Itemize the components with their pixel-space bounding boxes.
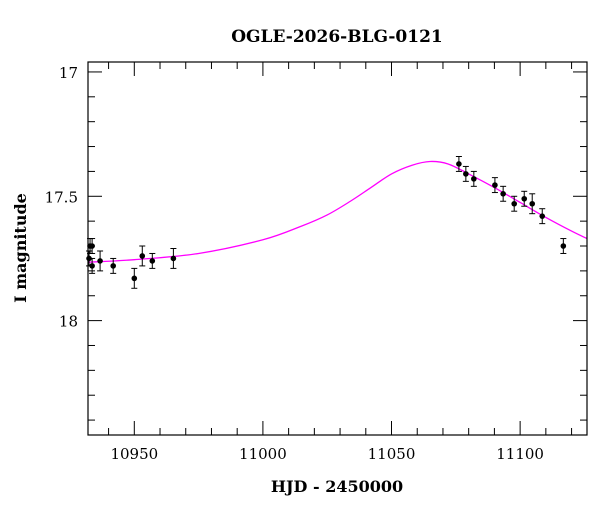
chart-title: OGLE-2026-BLG-0121 — [231, 27, 443, 47]
data-point — [539, 213, 546, 219]
plot-frame — [87, 61, 588, 436]
x-tick-label: 11100 — [496, 445, 544, 463]
data-point — [170, 255, 177, 262]
data-point — [110, 263, 117, 269]
x-axis-label: HJD - 2450000 — [271, 477, 403, 496]
data-point — [529, 200, 536, 207]
data-point — [492, 182, 498, 188]
y-tick-label: 17.5 — [45, 188, 78, 206]
data-point — [521, 195, 528, 202]
y-axis-label: I magnitude — [11, 193, 30, 303]
data-point — [97, 258, 103, 264]
data-point — [89, 243, 95, 249]
x-tick-label: 11000 — [239, 445, 287, 463]
x-tick-label: 10950 — [110, 445, 158, 463]
y-tick-label: 17 — [59, 64, 78, 82]
data-point — [131, 275, 138, 282]
model-curve — [88, 160, 587, 263]
data-point — [463, 171, 469, 177]
data-point — [149, 258, 156, 264]
data-point — [456, 161, 462, 167]
data-point — [560, 243, 567, 249]
data-point — [89, 263, 95, 269]
data-point — [139, 253, 146, 259]
x-tick-label: 11050 — [368, 445, 416, 463]
data-point — [511, 200, 518, 207]
data-point — [471, 176, 477, 182]
y-tick-label: 18 — [59, 313, 78, 331]
data-point — [500, 190, 506, 197]
